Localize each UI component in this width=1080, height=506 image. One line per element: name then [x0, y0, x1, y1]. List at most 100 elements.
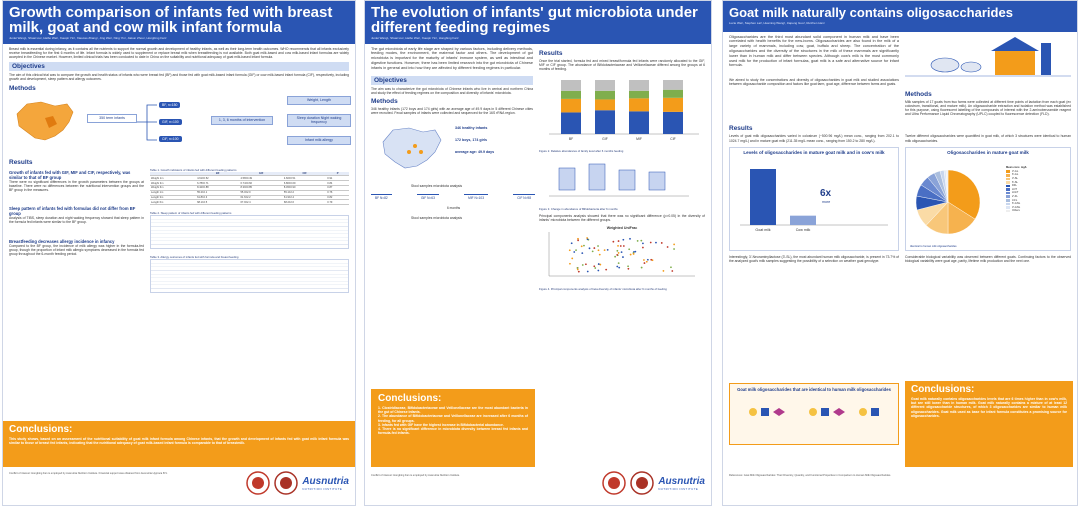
scatter-point: [616, 265, 619, 268]
scatter-point: [617, 244, 619, 247]
legend-label: LNT: [1012, 187, 1017, 191]
objectives-heading: Objectives: [9, 62, 349, 72]
methods-diagram: 350 term infants BF, n=150 GIF, n=100 CI…: [9, 94, 351, 156]
authors: Junlei Wang¹, Shuai Liu¹, Haibo Wei¹, Xu…: [9, 36, 167, 40]
tick-label: CIF: [670, 137, 675, 141]
table-row: Length 1m 55.2±2.1 55.0±2.0 55.1±2.2 0.76: [150, 190, 349, 196]
methods-heading: Methods: [371, 97, 398, 105]
table-cell: 6.74±0.66: [239, 180, 283, 186]
table-cell: Length 1m: [150, 190, 197, 196]
allergy-table: [150, 259, 349, 294]
bar-segment: [629, 91, 649, 99]
col-header: CIF: [282, 171, 327, 177]
flow-label-2: Stool samples microbiota analysis: [411, 216, 463, 221]
scatter-point: [649, 241, 652, 243]
legend-item: 3'-SL: [1006, 177, 1020, 181]
scatter-point: [593, 246, 596, 249]
scatter-point: [577, 239, 580, 241]
bar-segment: [561, 99, 581, 113]
scatter-point: [628, 247, 631, 250]
bar-segment: [595, 80, 615, 92]
bar-segment: [663, 80, 683, 90]
legend-label: 6'-SL: [1012, 180, 1018, 184]
table-cell: Weight 6m: [150, 185, 197, 191]
scatter-point: [576, 266, 579, 269]
legend-swatch: [1006, 195, 1010, 199]
pie-slice: [945, 169, 949, 202]
legend-swatch: [1006, 202, 1010, 206]
methods-text: Milk samples of 17 goats from two farms …: [905, 99, 1071, 117]
legend-swatch: [1006, 173, 1010, 177]
legend-swatch: [1006, 181, 1010, 184]
col-header: [150, 171, 197, 177]
outcome-allergy: Infant milk allergy: [287, 135, 351, 145]
figure-2-caption: Figure 2. Relative abundances of family …: [539, 149, 624, 154]
outcome-growth: Weight, Length: [287, 95, 351, 105]
scatter-point: [581, 263, 584, 266]
results-text-3: Interestingly, 3'-Neuraminyllactose (3'-…: [729, 254, 899, 264]
table-cell: 6.80±0.69: [282, 180, 327, 186]
scatter-point: [617, 261, 620, 264]
legend-swatch: [1006, 177, 1010, 181]
footer-note: References: Goat Milk Oligosaccharides: …: [729, 474, 892, 477]
poster-title: The evolution of infants' gut microbiota…: [371, 4, 698, 36]
table-cell: 0.87: [326, 185, 349, 191]
scatter-point: [606, 248, 609, 251]
scatter-point: [627, 267, 630, 270]
scatter-point: [597, 244, 599, 247]
scatter-point: [673, 243, 676, 245]
scatter-point: [575, 248, 577, 251]
scatter-point: [655, 241, 657, 244]
table-cell: 8.45±0.90: [282, 185, 327, 191]
scatter-point: [622, 238, 625, 241]
legend-label: 6'-GNL: [1012, 202, 1021, 206]
identical-oligos-title: Goat milk oligosaccharides that are iden…: [737, 387, 891, 392]
objectives-heading: Objectives: [371, 75, 533, 85]
result-2-text: Analysis of TIBS, sleep duration and nig…: [9, 216, 144, 225]
results-text-3-right: Considerable biological variability was …: [905, 254, 1071, 264]
scatter-point: [662, 269, 665, 272]
result-2-title: Sleep pattern of infants fed with formul…: [9, 206, 136, 217]
outcome-sleep: Sleep duration Night waking frequency: [287, 113, 351, 127]
growth-table: BF GIF CIF P Weight 1m 4.61±0.52 4.58±0.49…: [150, 171, 349, 206]
scatter-point: [640, 266, 643, 269]
bar-segment: [629, 111, 649, 135]
scatter-point: [618, 266, 621, 269]
col-header: GIF: [239, 171, 283, 177]
bar: [750, 168, 776, 225]
results-text: Once the trial started, formula fed and …: [539, 58, 705, 71]
table-cell: 68.2±2.6: [282, 199, 327, 206]
table-cell: 8.39±0.85: [239, 185, 283, 191]
scatter-point: [577, 270, 580, 273]
stat-age: average age: 49.9 days: [455, 150, 495, 155]
table-cell: 55.2±2.1: [196, 190, 240, 196]
legend-swatch: [1006, 191, 1010, 195]
tick-label: GIF: [602, 137, 608, 141]
result-3-text: Compared to the BF group, the incidence …: [9, 243, 144, 257]
china-map-icon: [382, 128, 442, 169]
pca-title: Weighted UniFrac: [606, 225, 638, 230]
scatter-point: [640, 239, 643, 242]
legend-item: 3'-GL: [1006, 170, 1020, 174]
scatter-point: [598, 253, 601, 256]
ratio-sublabel: more: [822, 199, 831, 204]
conclusion-item: 4. There is no significant difference in…: [378, 427, 528, 436]
scatter-point: [584, 262, 587, 265]
group-row: BF N=82 GIF N=63 MIF N=103 CIF N=98: [371, 194, 535, 201]
objectives-text: The aim was to characterize the gut micr…: [371, 86, 533, 95]
methods-heading: Methods: [9, 84, 36, 92]
table-3-caption: Table 3. Allergy outcomes of infants fed…: [150, 255, 239, 260]
legend-item: 6'-SL: [1006, 181, 1020, 185]
scatter-point: [660, 241, 663, 244]
table-cell: 0.76: [326, 190, 349, 196]
table-cell: Length 3m: [150, 195, 197, 201]
tick-label: MIF: [636, 137, 642, 141]
methods-arrows: [137, 104, 157, 141]
figure-3-caption: Figure 3. Change in abundance of Bifidob…: [539, 207, 618, 212]
poster-growth: Growth comparison of infants fed with br…: [2, 0, 356, 506]
table-cell: Length 6m: [150, 199, 197, 206]
bar-segment: [629, 80, 649, 92]
scatter-point: [622, 244, 625, 247]
legend-swatch: [1006, 199, 1010, 202]
bar-segment: [663, 112, 683, 135]
